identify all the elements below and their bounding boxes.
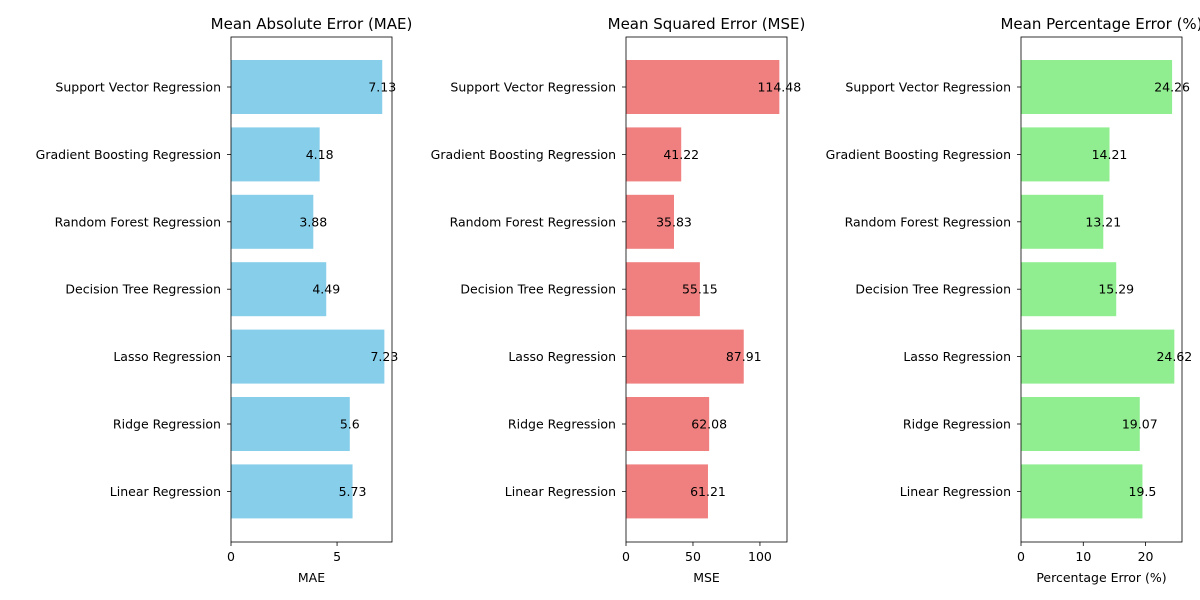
bar	[1021, 262, 1117, 317]
data-label: 4.49	[312, 282, 340, 297]
y-tick-label: Gradient Boosting Regression	[36, 147, 221, 162]
y-tick-label: Decision Tree Regression	[65, 282, 221, 297]
data-label: 4.18	[306, 147, 334, 162]
bar	[1021, 397, 1140, 451]
bar	[1021, 464, 1143, 519]
chart-panel-3: Linear Regression 19.5 Ridge Regression 19.…	[826, 15, 1200, 585]
data-label: 13.21	[1085, 214, 1121, 229]
bar	[231, 194, 314, 249]
bar	[231, 464, 353, 519]
bar	[1021, 60, 1173, 114]
chart-title: Mean Percentage Error (%)	[1000, 15, 1200, 33]
y-tick-label: Gradient Boosting Regression	[826, 147, 1011, 162]
y-tick-label: Lasso Regression	[113, 349, 221, 364]
y-tick-label: Lasso Regression	[903, 349, 1011, 364]
x-tick-label: 5	[333, 549, 341, 564]
x-tick-label: 0	[227, 549, 235, 564]
y-tick-label: Gradient Boosting Regression	[431, 147, 616, 162]
y-tick-label: Ridge Regression	[113, 417, 221, 432]
chart-title: Mean Absolute Error (MAE)	[211, 15, 413, 33]
data-label: 19.07	[1122, 417, 1158, 432]
bar	[626, 127, 682, 182]
x-axis-label: MSE	[693, 570, 720, 585]
y-tick-label: Random Forest Regression	[55, 214, 221, 229]
y-tick-label: Random Forest Regression	[845, 214, 1011, 229]
bar	[626, 262, 700, 317]
data-label: 14.21	[1092, 147, 1128, 162]
data-label: 24.62	[1156, 349, 1192, 364]
data-label: 19.5	[1129, 484, 1157, 499]
bar	[231, 397, 350, 451]
x-tick-label: 0	[622, 549, 630, 564]
data-label: 3.88	[299, 214, 327, 229]
data-label: 114.48	[757, 80, 801, 95]
data-label: 5.73	[339, 484, 367, 499]
y-tick-label: Decision Tree Regression	[855, 282, 1011, 297]
x-tick-label: 0	[1017, 549, 1025, 564]
data-label: 7.13	[368, 80, 396, 95]
x-tick-label: 100	[748, 549, 772, 564]
data-label: 5.6	[340, 417, 360, 432]
y-tick-label: Lasso Regression	[508, 349, 616, 364]
axes-frame	[625, 36, 788, 543]
bar	[231, 262, 327, 317]
x-axis-label: MAE	[298, 570, 325, 585]
axes-frame	[230, 36, 393, 543]
axes-frame	[1020, 36, 1183, 543]
data-label: 55.15	[682, 282, 718, 297]
y-tick-label: Linear Regression	[900, 484, 1011, 499]
x-tick-label: 10	[1075, 549, 1091, 564]
data-label: 7.23	[370, 349, 398, 364]
bar	[231, 60, 383, 114]
data-label: 61.21	[690, 484, 726, 499]
bar	[626, 464, 708, 519]
data-label: 41.22	[663, 147, 699, 162]
x-tick-label: 20	[1138, 549, 1154, 564]
y-tick-label: Linear Regression	[505, 484, 616, 499]
y-tick-label: Decision Tree Regression	[460, 282, 616, 297]
chart-title: Mean Squared Error (MSE)	[608, 15, 806, 33]
y-tick-label: Ridge Regression	[903, 417, 1011, 432]
bar	[626, 194, 674, 249]
x-tick-label: 50	[685, 549, 701, 564]
y-tick-label: Support Vector Regression	[450, 80, 616, 95]
bar	[626, 60, 780, 114]
bar	[1021, 194, 1104, 249]
bar	[1021, 127, 1110, 182]
bar	[626, 329, 744, 384]
bar	[231, 127, 320, 182]
chart-panel-1: Linear Regression 5.73 Ridge Regression 5.6…	[36, 15, 413, 585]
data-label: 35.83	[656, 214, 692, 229]
y-tick-label: Support Vector Regression	[55, 80, 221, 95]
y-tick-label: Random Forest Regression	[450, 214, 616, 229]
bar	[231, 329, 385, 384]
bar	[626, 397, 710, 451]
data-label: 24.26	[1154, 80, 1190, 95]
y-tick-label: Linear Regression	[110, 484, 221, 499]
y-tick-label: Support Vector Regression	[845, 80, 1011, 95]
x-axis-label: Percentage Error (%)	[1036, 570, 1166, 585]
data-label: 15.29	[1098, 282, 1134, 297]
y-tick-label: Ridge Regression	[508, 417, 616, 432]
data-label: 62.08	[691, 417, 727, 432]
bar	[1021, 329, 1175, 384]
chart-panel-2: Linear Regression 61.21 Ridge Regression 62…	[431, 15, 806, 585]
data-label: 87.91	[726, 349, 762, 364]
